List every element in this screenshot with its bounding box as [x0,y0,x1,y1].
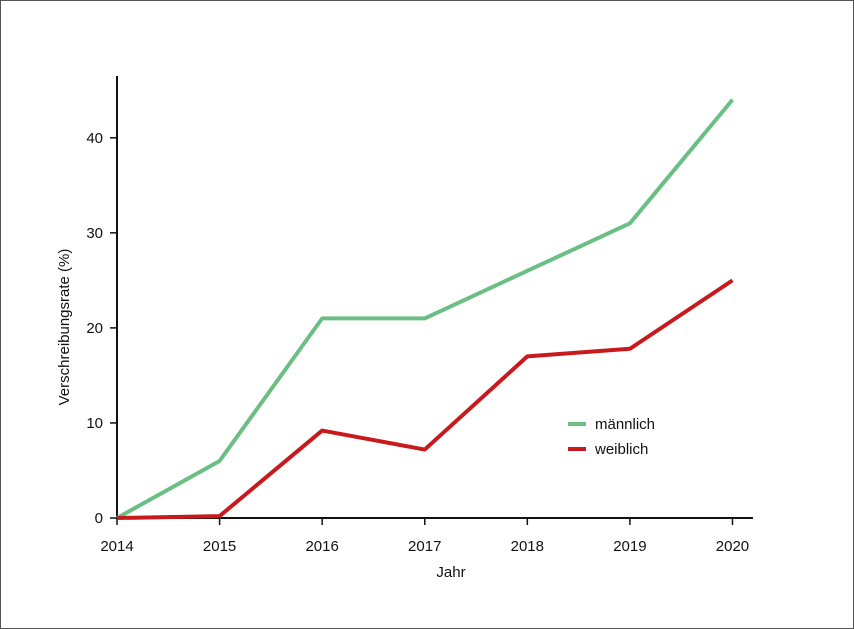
series-line-0 [116,98,735,520]
y-tick-label: 0 [95,510,103,527]
y-tick-label: 40 [86,130,103,147]
x-tick-label: 2016 [305,538,338,555]
series-lines [116,98,735,520]
series-line-1 [116,278,734,520]
axes [116,76,753,519]
x-tick-label: 2015 [203,538,236,555]
x-tick-label: 2018 [511,538,544,555]
x-tick-label: 2020 [716,538,749,555]
y-tick-label: 10 [86,415,103,432]
y-tick-label: 20 [86,320,103,337]
legend: männlich weiblich [568,416,655,458]
legend-label: weiblich [594,441,648,458]
x-ticks: 2014 2015 2016 2017 2018 2019 2020 [100,518,749,555]
x-tick-label: 2014 [100,538,133,555]
x-tick-label: 2019 [613,538,646,555]
legend-label: männlich [595,416,655,433]
x-axis-title: Jahr [436,564,465,581]
y-axis-title: Verschreibungsrate (%) [56,249,73,406]
y-tick-label: 30 [86,225,103,242]
x-tick-label: 2017 [408,538,441,555]
y-ticks: 0 10 20 30 40 [86,130,117,527]
